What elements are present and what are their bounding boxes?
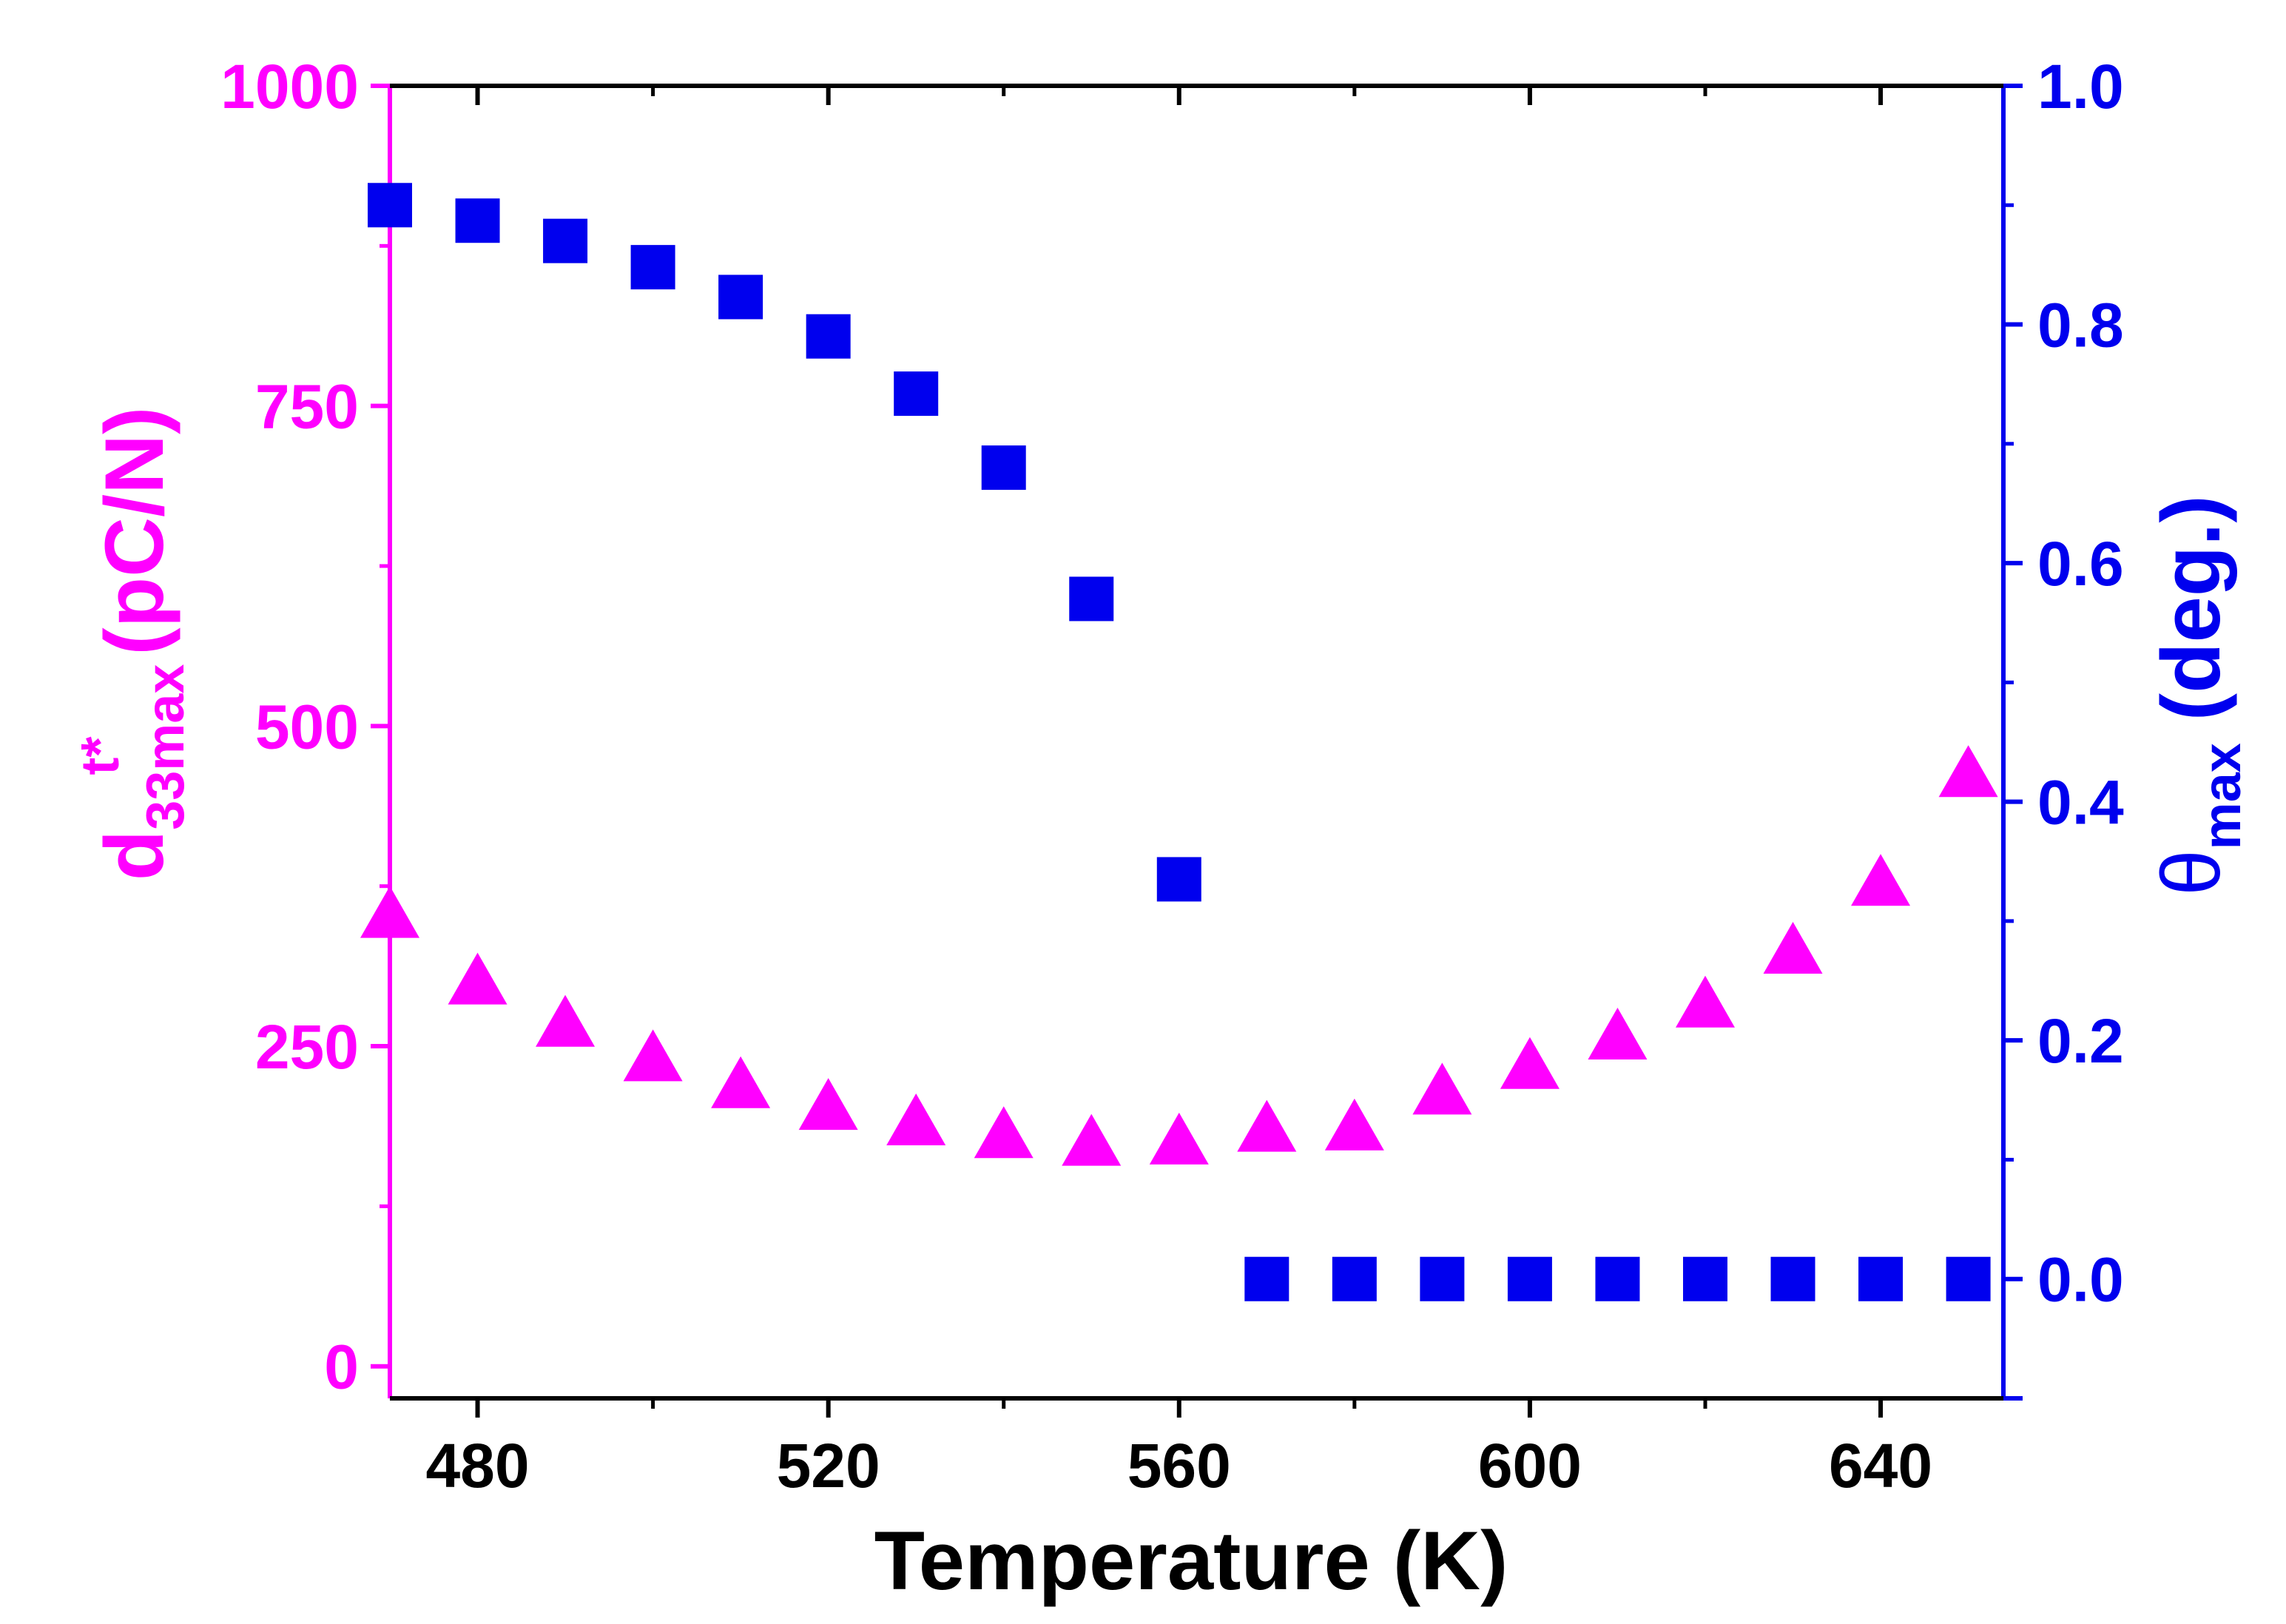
square-point [630,245,675,290]
y-left-tick-label: 1000 [220,52,359,121]
axes-layer: 480 520 560 600 640 0 250 500 750 1000 0.0 0.2 0.4 0.… [220,52,2124,1500]
triangle-point [536,994,596,1047]
triangle-point [1938,745,1998,798]
y-right-label-sub: max [2193,743,2252,849]
y-left-label-main: d [88,830,181,880]
triangle-point [1675,975,1735,1028]
square-point [543,218,588,263]
x-tick-label: 600 [1478,1431,1582,1500]
square-point [806,314,851,359]
y-right-tick-label: 0.4 [2037,768,2124,838]
triangle-point [1149,1112,1209,1165]
y-left-tick-label: 0 [324,1332,359,1402]
square-point [894,371,939,417]
x-tick-label: 640 [1829,1431,1932,1500]
square-point [1507,1256,1552,1301]
y-left-label-unit: (pC/N) [88,407,181,656]
y-left-axis-label: d33maxt* (pC/N) [71,407,195,881]
y-right-tick-label: 0.6 [2037,529,2124,599]
y-left-label-sub: 33max [136,664,195,830]
y-left-tick-label: 250 [255,1012,359,1082]
square-point [981,445,1026,491]
square-point [368,183,412,228]
triangle-point [1412,1062,1472,1115]
y-right-tick-label: 0.2 [2037,1006,2124,1076]
x-tick-label: 560 [1127,1431,1231,1500]
square-point [1858,1256,1904,1301]
triangle-point [711,1056,771,1108]
square-point [1069,576,1114,621]
square-point [1244,1256,1289,1301]
triangle-point [360,886,419,938]
triangle-point [623,1029,683,1082]
triangle-point [974,1106,1034,1159]
data-marks-layer [360,183,1998,1301]
axis-labels-layer: Temperature (K) d33maxt* (pC/N) θmax (deg.… [71,407,2252,1607]
triangle-point [1062,1113,1122,1166]
y-left-tick-label: 500 [255,692,359,761]
square-point [1946,1256,1991,1301]
y-right-axis-label: θmax (deg.) [2145,495,2252,895]
square-point [1770,1256,1815,1301]
svg-text:θmax(deg.): θmax (deg.) [2145,495,2252,895]
y-left-label-sup: t* [71,737,130,775]
square-point [1156,857,1201,902]
square-point [1682,1256,1727,1301]
triangle-point [1237,1099,1297,1152]
y-right-label-unit: (deg.) [2145,495,2237,721]
triangle-point [1763,922,1823,974]
triangle-point [886,1093,946,1145]
x-tick-label: 520 [777,1431,880,1500]
triangle-point [1324,1098,1384,1150]
square-point [455,198,500,243]
y-right-tick-label: 1.0 [2037,52,2124,121]
triangle-point [1500,1037,1560,1089]
triangle-point [448,952,508,1005]
x-tick-label: 480 [425,1431,529,1500]
triangle-point [1588,1007,1648,1059]
triangle-point [1851,854,1911,906]
square-point [1420,1256,1465,1301]
y-right-tick-label: 0.0 [2037,1245,2124,1315]
triangle-point [798,1078,858,1131]
square-point [718,274,763,320]
square-point [1332,1256,1377,1301]
y-left-tick-label: 750 [255,372,359,442]
y-right-label-main: θ [2145,849,2237,895]
x-axis-label: Temperature (K) [874,1515,1508,1607]
y-right-tick-label: 0.8 [2037,291,2124,360]
svg-text:d33maxt*(pC/N): d33maxt* (pC/N) [71,407,195,881]
square-point [1595,1256,1640,1301]
